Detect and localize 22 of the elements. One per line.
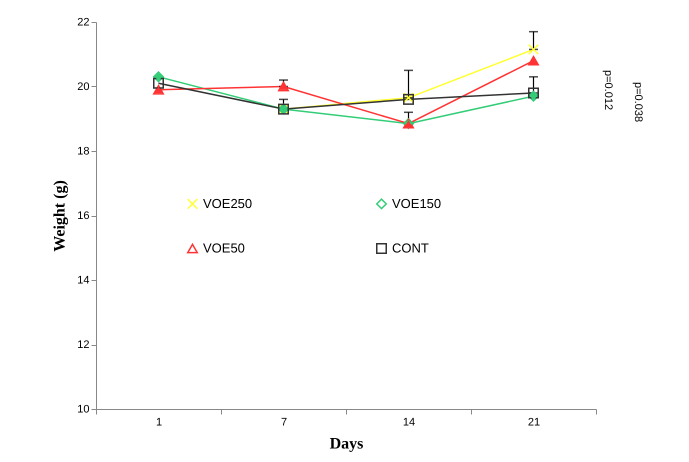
legend-label: CONT — [392, 240, 429, 256]
x-axis-title: Days — [330, 436, 364, 452]
y-tick-label: 18 — [77, 146, 90, 158]
x-tick-label: 1 — [156, 416, 162, 428]
y-tick-label: 10 — [77, 404, 90, 416]
x-tick-label: 7 — [280, 416, 288, 428]
legend-label: VOE50 — [203, 240, 245, 256]
y-tick-label: 12 — [77, 339, 90, 351]
y-tick-label: 14 — [77, 274, 90, 286]
y-tick-label: 16 — [77, 210, 90, 222]
text: p=0.038 — [632, 82, 644, 122]
y-tick-label: 20 — [77, 81, 90, 93]
x-tick-label: 21 — [528, 416, 540, 428]
point — [153, 78, 164, 89]
point — [528, 44, 539, 55]
x-tick-label: 14 — [402, 416, 416, 428]
legend-label: VOE150 — [392, 196, 442, 211]
y-tick-label: 22 — [77, 16, 90, 28]
point — [528, 87, 539, 98]
legend-label: VOE250 — [203, 196, 252, 211]
y-axis-title: Weight (g) — [51, 180, 68, 252]
text: p=0.012 — [602, 70, 614, 110]
